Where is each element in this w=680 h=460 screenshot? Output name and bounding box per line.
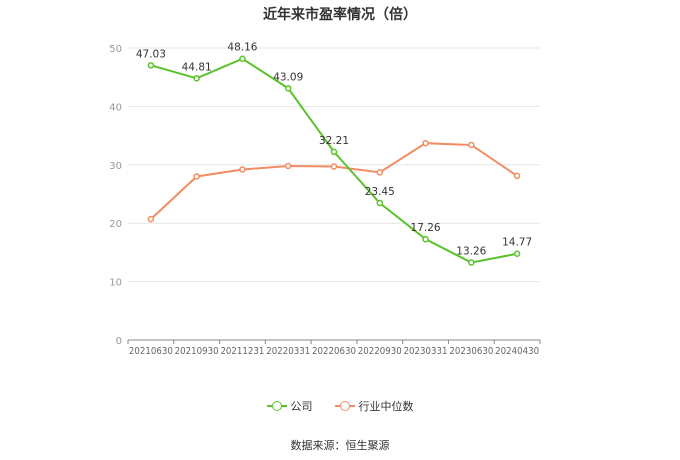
y-tick-label: 30 (109, 161, 122, 172)
data-label: 43.09 (273, 71, 303, 83)
data-label: 13.26 (456, 246, 486, 258)
series-line-company (150, 57, 518, 264)
data-point-industry-median (513, 172, 521, 180)
data-point-industry-median (147, 215, 155, 223)
data-point-industry-median (284, 162, 292, 170)
x-tick-label: 20230630 (449, 346, 493, 357)
data-point-company (422, 235, 429, 243)
legend-item-company[interactable]: 公司 (266, 398, 313, 414)
x-tick-label: 20220331 (266, 346, 310, 357)
data-label: 14.77 (502, 237, 532, 249)
legend-marker-industry-median (334, 400, 355, 412)
x-tick-label: 20211231 (220, 346, 264, 357)
data-point-industry-median (239, 166, 246, 173)
data-label: 17.26 (411, 222, 441, 234)
x-tick-label: 20220930 (358, 346, 402, 357)
data-point-company (147, 62, 155, 69)
x-tick-label: 20210930 (175, 346, 219, 357)
y-tick-label: 10 (109, 278, 122, 289)
legend: 公司 行业中位数 (0, 398, 680, 414)
chart-title: 近年来市盈率情况（倍） (263, 7, 417, 23)
x-tick-label: 20220630 (312, 346, 356, 357)
y-tick-label: 0 (116, 336, 122, 347)
data-point-industry-median (376, 169, 384, 176)
data-point-company (468, 259, 475, 266)
data-point-company (193, 75, 200, 82)
data-label: 32.21 (319, 135, 349, 147)
legend-marker-company (266, 400, 287, 412)
x-tick-label: 20230331 (404, 346, 448, 357)
data-point-company (284, 85, 292, 92)
x-tick-label: 20240430 (495, 346, 539, 357)
data-point-industry-median (330, 163, 338, 170)
data-point-company (513, 250, 521, 257)
data-label: 48.16 (227, 42, 257, 54)
data-point-company (330, 148, 338, 156)
data-point-company (376, 199, 384, 207)
data-point-company (239, 55, 246, 62)
data-point-industry-median (193, 173, 200, 180)
legend-item-industry-median[interactable]: 行业中位数 (334, 398, 414, 414)
legend-label-industry-median: 行业中位数 (358, 400, 414, 413)
data-label: 47.03 (136, 48, 166, 60)
data-source-note: 数据来源：恒生聚源 (290, 439, 390, 452)
y-tick-label: 40 (109, 102, 122, 113)
data-label: 44.81 (182, 61, 212, 73)
data-label: 23.45 (365, 186, 395, 198)
x-tick-label: 20210630 (129, 346, 173, 357)
y-tick-label: 50 (109, 44, 122, 55)
y-tick-label: 20 (109, 219, 122, 230)
legend-label-company: 公司 (290, 400, 313, 413)
data-point-industry-median (468, 141, 475, 149)
data-point-industry-median (422, 139, 429, 147)
